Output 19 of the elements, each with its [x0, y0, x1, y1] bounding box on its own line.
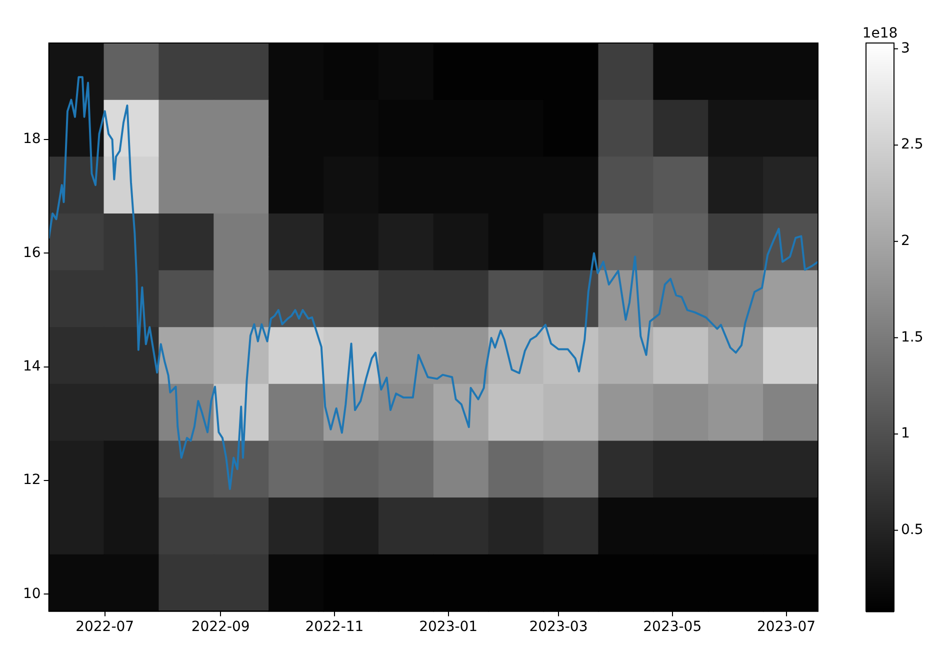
x-tick-label: 2022-09 [191, 619, 250, 636]
color-bar-label: 0.5 [901, 522, 924, 538]
x-tick-label: 2022-11 [305, 619, 364, 636]
color-bar-label: 1 [901, 426, 910, 442]
y-tick-label: 10 [22, 586, 41, 602]
x-tick-label: 2023-07 [757, 619, 816, 636]
color-bar-title: 1e18 [862, 26, 898, 42]
x-tick-label: 2022-07 [76, 619, 134, 636]
y-tick-label: 14 [22, 358, 41, 375]
y-tick-label: 16 [22, 244, 41, 261]
y-tick-label: 18 [22, 131, 41, 148]
color-bar-label: 2.5 [901, 136, 924, 153]
color-bar-label: 1.5 [901, 329, 924, 346]
x-tick-label: 2023-05 [643, 619, 702, 636]
x-tick-label: 2023-01 [419, 619, 478, 636]
x-tick-label: 2023-03 [529, 619, 588, 636]
color-bar-label: 2 [901, 233, 910, 250]
y-tick-label: 12 [22, 472, 41, 488]
color-bar-label: 3 [901, 40, 910, 56]
